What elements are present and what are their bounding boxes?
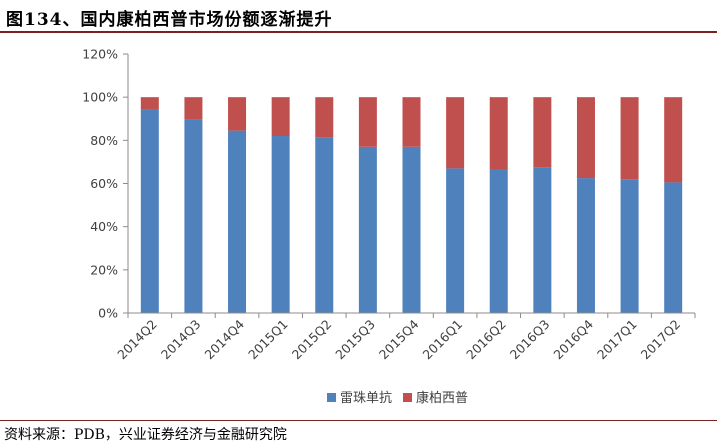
bar-segment-series-2 <box>664 97 683 183</box>
y-tick-label: 0% <box>98 306 118 321</box>
bar-segment-series-2 <box>620 97 639 180</box>
y-tick-label: 120% <box>82 47 118 62</box>
bar-segment-series-2 <box>271 97 290 137</box>
x-tick-label: 2015Q1 <box>245 317 291 363</box>
bar-segment-series-1 <box>402 146 421 313</box>
bars <box>140 97 683 313</box>
legend-swatch-series-2 <box>403 393 412 402</box>
bar-segment-series-1 <box>315 137 334 313</box>
bar-segment-series-2 <box>576 97 595 179</box>
x-tick-label: 2014Q4 <box>201 316 247 362</box>
x-tick-label: 2016Q1 <box>420 317 466 363</box>
source-note: 资料来源：PDB，兴业证券经济与金融研究院 <box>4 427 287 443</box>
y-tick-label: 100% <box>82 90 118 105</box>
chart-title: 图134、国内康柏西普市场份额逐渐提升 <box>6 10 333 30</box>
legend-label-series-2: 康柏西普 <box>416 390 468 406</box>
y-tick-label: 20% <box>90 262 118 277</box>
x-tick-label: 2014Q3 <box>158 317 204 363</box>
x-tick-label: 2014Q2 <box>114 317 160 363</box>
bar-segment-series-2 <box>140 97 159 110</box>
bar-segment-series-2 <box>315 97 334 138</box>
bar-segment-series-1 <box>664 182 683 313</box>
legend: 雷珠单抗 康柏西普 <box>327 390 468 406</box>
legend-swatch-series-1 <box>327 393 336 402</box>
x-tick-label: 2015Q2 <box>289 317 335 363</box>
bar-segment-series-2 <box>184 97 203 120</box>
bar-segment-series-1 <box>228 130 247 313</box>
y-axis: 0% 20% 40% 60% 80% 100% 120% <box>82 47 129 321</box>
bar-segment-series-2 <box>489 97 508 170</box>
x-tick-label: 2016Q4 <box>550 316 596 362</box>
legend-label-series-1: 雷珠单抗 <box>340 391 392 406</box>
bar-segment-series-1 <box>489 169 508 313</box>
x-axis: 2014Q22014Q32014Q42015Q12015Q22015Q32015… <box>114 312 696 363</box>
x-tick-label: 2017Q2 <box>638 317 684 363</box>
bar-segment-series-2 <box>533 97 552 168</box>
bar-segment-series-2 <box>446 97 465 169</box>
bar-segment-series-1 <box>533 167 552 313</box>
x-tick-label: 2016Q2 <box>463 317 509 363</box>
bar-segment-series-1 <box>576 178 595 313</box>
x-tick-label: 2017Q1 <box>594 317 640 363</box>
y-tick-label: 60% <box>90 176 118 191</box>
footer-rule <box>0 420 717 421</box>
bar-segment-series-1 <box>140 109 159 313</box>
title-rule <box>0 31 717 33</box>
bar-segment-series-2 <box>402 97 421 147</box>
bar-segment-series-1 <box>184 119 203 313</box>
bar-segment-series-1 <box>620 179 639 313</box>
bar-segment-series-2 <box>358 97 377 147</box>
x-tick-label: 2016Q3 <box>507 317 553 363</box>
bar-segment-series-1 <box>271 136 290 313</box>
stacked-bar-chart: 0% 20% 40% 60% 80% 100% 120% 2014Q22014Q32014Q… <box>82 47 696 406</box>
x-tick-label: 2015Q3 <box>332 317 378 363</box>
y-tick-label: 40% <box>90 219 118 234</box>
bar-segment-series-2 <box>228 97 247 131</box>
y-tick-label: 80% <box>90 133 118 148</box>
bar-segment-series-1 <box>446 168 465 313</box>
bar-segment-series-1 <box>358 146 377 313</box>
x-tick-label: 2015Q4 <box>376 316 422 362</box>
